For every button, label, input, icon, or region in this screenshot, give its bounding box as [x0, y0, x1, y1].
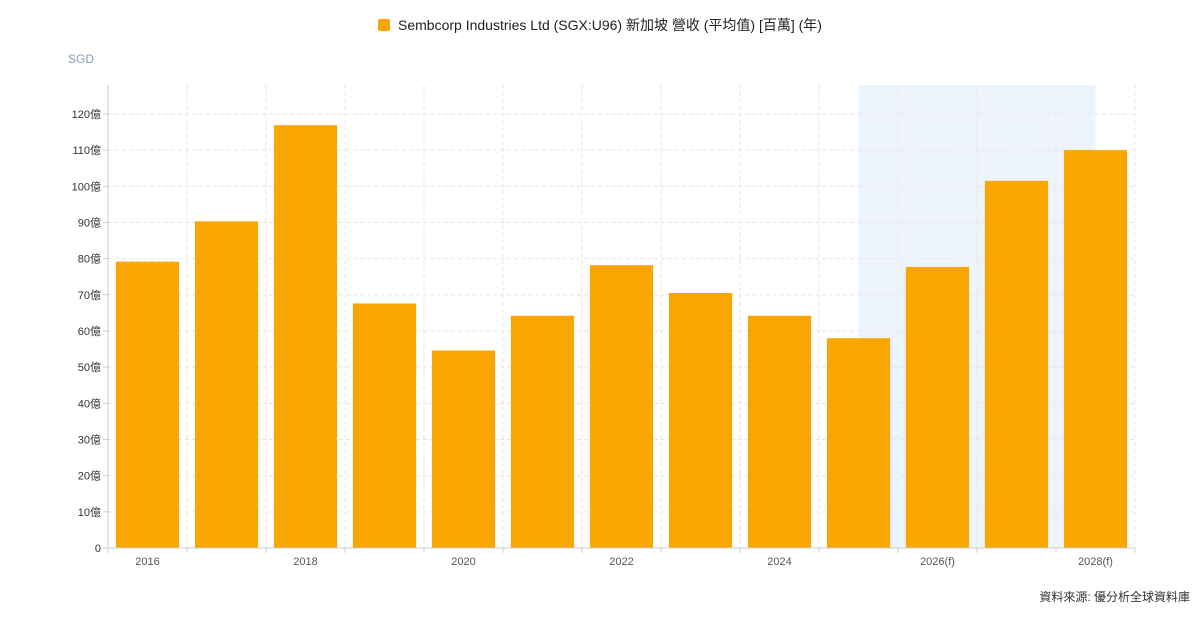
x-tick-label: 2018 — [293, 556, 317, 568]
y-tick-label: 50億 — [78, 361, 101, 374]
y-tick-label: 40億 — [78, 397, 101, 410]
bar-2018 — [273, 125, 338, 548]
bar-2016 — [115, 261, 180, 548]
bar-2017 — [194, 221, 259, 548]
x-tick-label: 2026(f) — [920, 556, 955, 568]
chart-legend[interactable]: Sembcorp Industries Ltd (SGX:U96) 新加坡 營收… — [0, 15, 1200, 35]
y-tick-label: 0 — [95, 543, 101, 555]
bar-2027(f) — [984, 180, 1049, 548]
legend-swatch — [378, 19, 390, 31]
y-tick-label: 110億 — [72, 144, 101, 157]
bar-2024 — [747, 315, 812, 548]
y-axis-unit: SGD — [68, 52, 95, 66]
y-tick-label: 70億 — [78, 289, 101, 302]
bar-2025 — [826, 338, 891, 548]
x-tick-label: 2020 — [451, 556, 475, 568]
bar-2020 — [431, 350, 496, 548]
x-tick-label: 2022 — [609, 556, 633, 568]
y-tick-label: 120億 — [72, 108, 101, 121]
y-tick-label: 80億 — [78, 253, 101, 266]
y-tick-label: 20億 — [78, 470, 101, 483]
bar-2021 — [510, 315, 575, 548]
bar-2028(f) — [1063, 150, 1128, 548]
x-tick-label: 2024 — [767, 556, 791, 568]
x-tick-label: 2028(f) — [1078, 556, 1113, 568]
y-tick-label: 60億 — [78, 325, 101, 338]
bar-2026(f) — [905, 266, 970, 548]
legend-label: Sembcorp Industries Ltd (SGX:U96) 新加坡 營收… — [398, 17, 822, 33]
y-tick-label: 30億 — [78, 433, 101, 446]
data-source: 資料來源: 優分析全球資料庫 — [1039, 590, 1190, 604]
bar-2023 — [668, 292, 733, 548]
bar-2019 — [352, 303, 417, 548]
y-tick-label: 90億 — [78, 216, 101, 229]
x-tick-label: 2016 — [135, 556, 159, 568]
y-tick-label: 10億 — [78, 506, 101, 519]
bar-2022 — [589, 265, 654, 548]
y-tick-label: 100億 — [72, 180, 101, 193]
